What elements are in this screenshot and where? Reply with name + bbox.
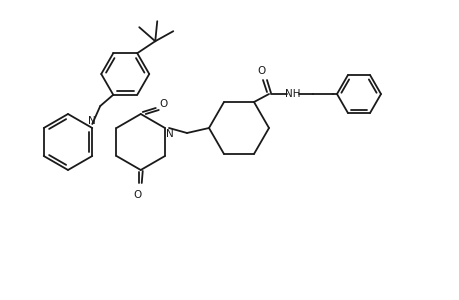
Text: O: O	[133, 190, 141, 200]
Text: O: O	[257, 66, 266, 76]
Text: NH: NH	[285, 89, 300, 99]
Text: N: N	[88, 116, 96, 126]
Text: O: O	[159, 99, 168, 109]
Text: N: N	[166, 129, 174, 139]
